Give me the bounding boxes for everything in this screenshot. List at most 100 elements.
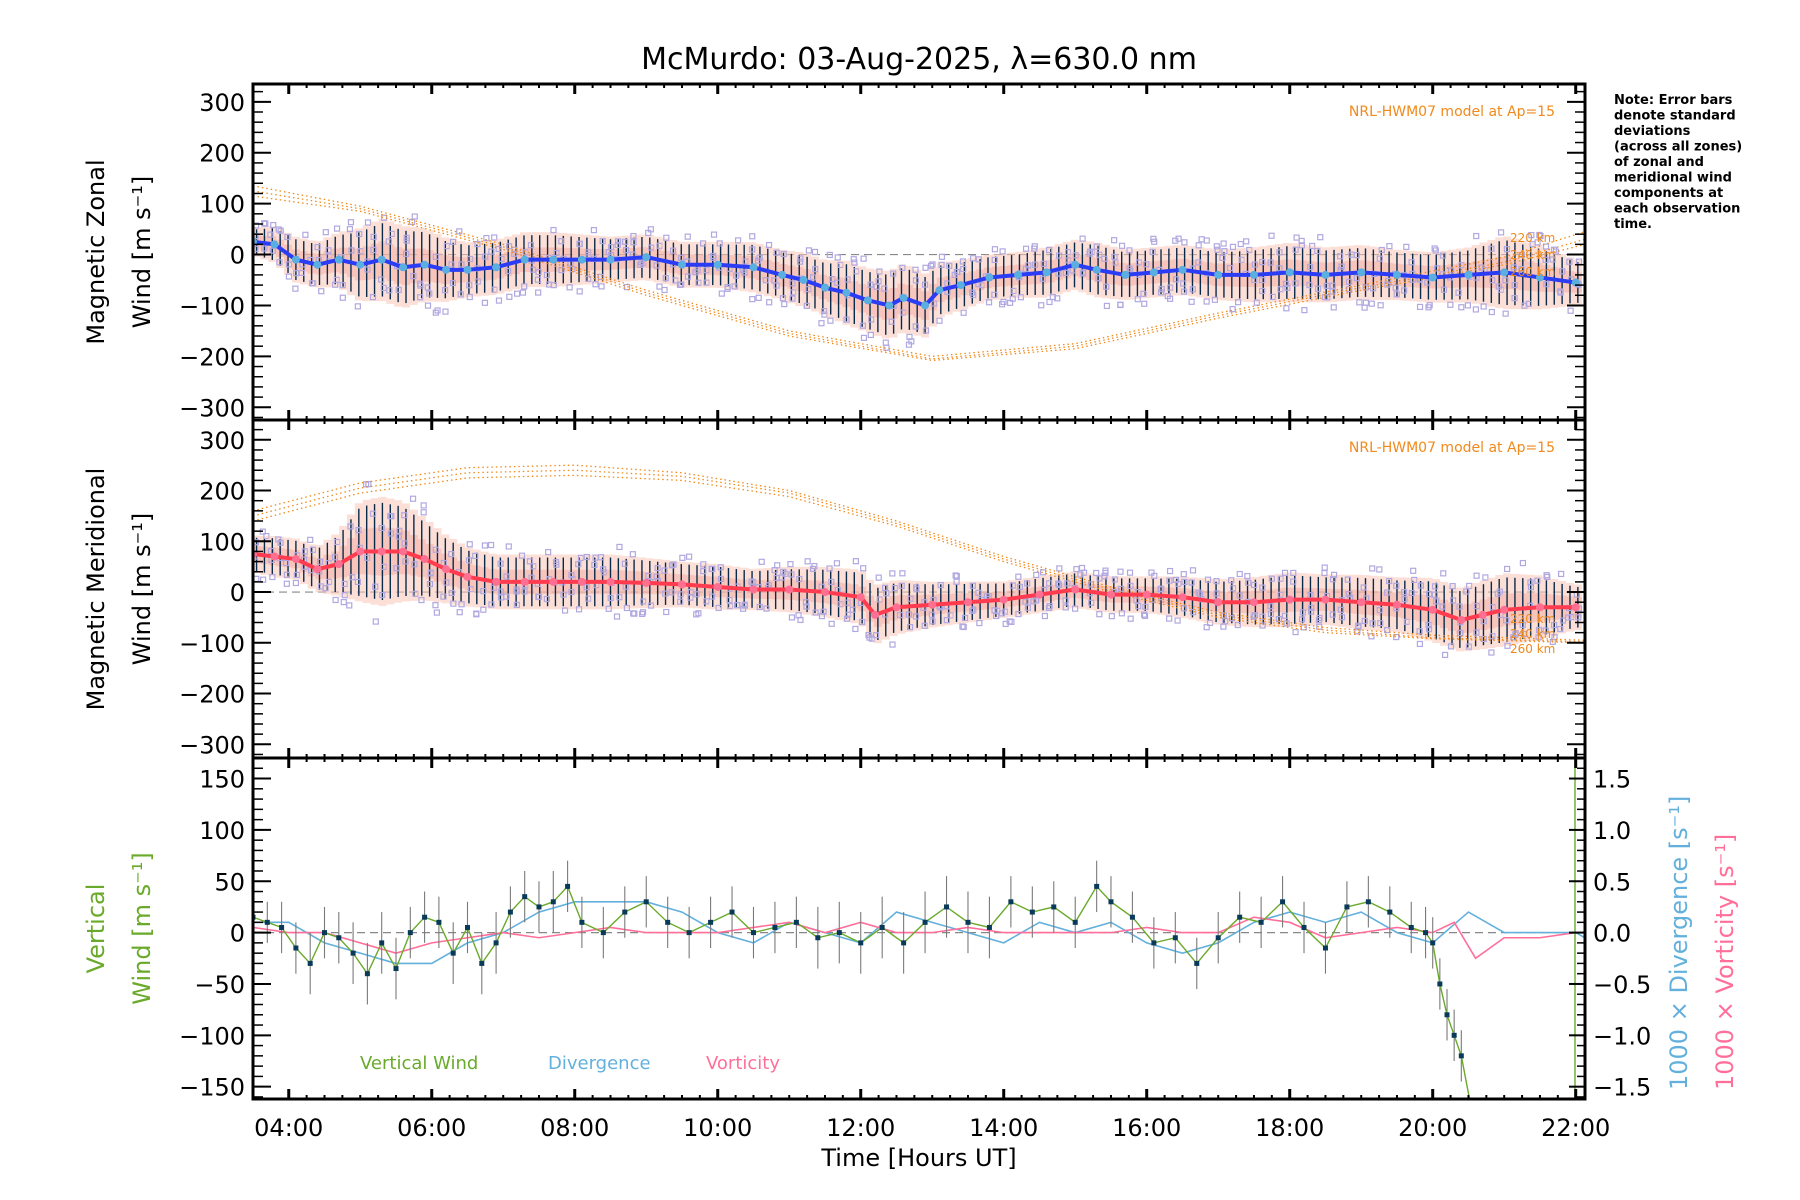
zone-point [269, 573, 276, 581]
zone-point [605, 605, 612, 612]
zone-point [998, 610, 1005, 617]
zonal-wind-point [642, 253, 651, 262]
zone-point [1316, 623, 1323, 630]
zone-point [534, 276, 542, 283]
zone-point [1126, 265, 1133, 272]
zone-point [432, 546, 439, 553]
zone-point [442, 308, 449, 315]
zone-point [1543, 281, 1550, 288]
zone-point [364, 554, 371, 561]
zone-point [1275, 615, 1282, 623]
zone-point [410, 273, 417, 280]
zonal-wind-point [1464, 270, 1473, 279]
vertical-wind-point [1322, 945, 1328, 951]
zone-point [1056, 252, 1063, 259]
zone-point [1055, 581, 1063, 589]
zone-point [843, 316, 850, 323]
zone-point [1525, 300, 1532, 307]
zone-point [1151, 238, 1158, 245]
zone-point [1236, 570, 1243, 578]
zone-point [715, 604, 722, 612]
zone-point [1117, 568, 1124, 575]
zone-point [1393, 291, 1400, 298]
zone-point [936, 317, 943, 324]
zone-point [1314, 285, 1322, 292]
zone-point [912, 323, 919, 330]
zone-point [1175, 235, 1182, 242]
zone-point [812, 266, 819, 273]
meridional-wind-point [1071, 585, 1080, 594]
zone-point [1473, 232, 1480, 240]
zone-point [480, 606, 487, 613]
zone-point [1180, 288, 1188, 295]
vorticity-axis-label: 1000 × Vorticity [s⁻¹] [1711, 834, 1739, 1090]
zone-point [488, 601, 495, 608]
model-label: NRL-HWM07 model at Ap=15 [1349, 104, 1555, 120]
vertical-wind-point [1451, 1032, 1457, 1038]
zone-point [699, 240, 707, 247]
zone-point [356, 230, 363, 238]
y2-tick-label: −0.5 [1593, 971, 1651, 999]
zone-point [1281, 569, 1289, 576]
zone-point [497, 588, 504, 595]
zonal-wind-point [1249, 270, 1258, 279]
zone-point [1384, 281, 1391, 288]
plot-area [253, 464, 1585, 659]
zone-point [298, 269, 305, 276]
zone-point [1536, 231, 1543, 239]
zone-point [975, 589, 982, 596]
zone-point [922, 264, 929, 271]
zone-point [860, 255, 867, 262]
zone-point [1321, 564, 1328, 571]
zone-point [828, 620, 835, 627]
vertical-wind-point [986, 924, 992, 930]
zone-point [1489, 277, 1496, 284]
zone-point [302, 231, 309, 238]
zonal-wind-point [677, 260, 686, 269]
zone-point [450, 600, 457, 607]
zone-point [434, 307, 441, 314]
zonal-wind-point [313, 260, 322, 269]
zone-point [1449, 583, 1456, 590]
y-tick-label: 300 [199, 89, 245, 117]
zone-point [1384, 626, 1391, 634]
zone-point [1143, 261, 1150, 268]
zone-point [1118, 242, 1126, 249]
vertical-wind-point [550, 899, 556, 905]
note-line: time. [1614, 217, 1652, 232]
zonal-wind-point [842, 288, 851, 297]
zone-point [1140, 290, 1147, 297]
y-tick-label: 150 [199, 766, 245, 794]
zone-point [1356, 299, 1363, 306]
zonal-wind-point [713, 260, 722, 269]
zone-point [267, 547, 275, 555]
zone-point [521, 588, 528, 595]
zone-point [1393, 582, 1400, 589]
vertical-wind-point [793, 919, 799, 925]
model-curve-220 [253, 185, 1585, 358]
divergence-axis-label: 1000 × Divergence [s⁻¹] [1665, 796, 1693, 1090]
zone-point [1425, 626, 1433, 633]
y-axis-label-line1: Vertical [82, 884, 110, 974]
zone-point [1069, 267, 1076, 274]
zone-point [369, 293, 377, 301]
zone-point [717, 575, 725, 583]
zone-point [261, 245, 268, 252]
zone-point [755, 294, 762, 301]
vertical-wind-point [922, 919, 928, 925]
zone-point [318, 288, 325, 295]
zone-point [912, 613, 920, 620]
vertical-wind-point [522, 894, 528, 900]
meridional-wind-point [463, 572, 472, 581]
zone-point [1338, 614, 1346, 621]
zone-point [1284, 284, 1291, 291]
zone-point [881, 285, 888, 292]
zonal-wind-point [899, 293, 908, 302]
y2-tick-label: 0.5 [1593, 868, 1631, 896]
zone-point [944, 280, 951, 287]
zone-point [386, 287, 393, 294]
zonal-wind-point [1285, 268, 1294, 277]
y-tick-label: 200 [199, 140, 245, 168]
meridional-wind-point [1249, 598, 1258, 607]
zone-point [762, 277, 769, 284]
